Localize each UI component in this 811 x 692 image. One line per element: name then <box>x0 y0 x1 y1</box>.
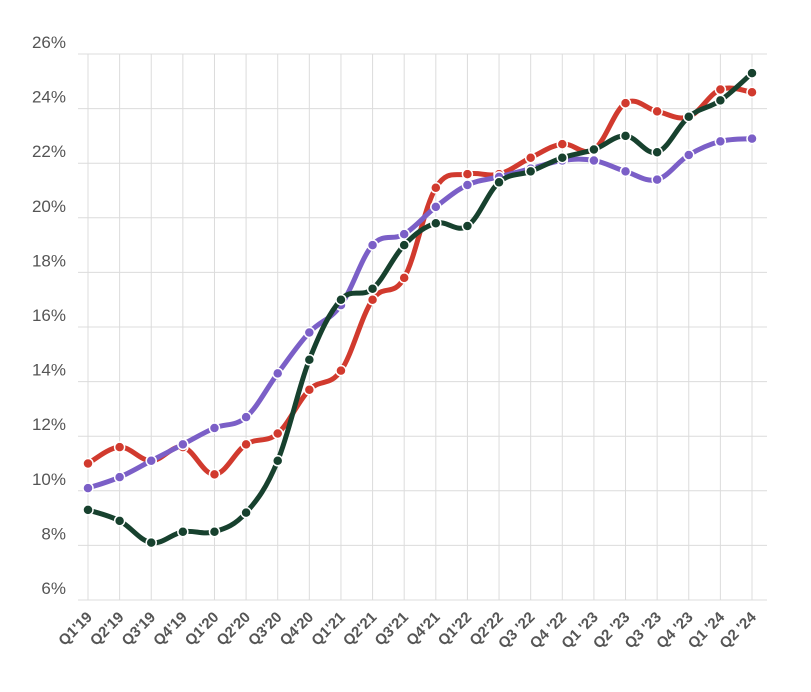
data-point <box>746 67 758 79</box>
data-point <box>303 326 316 339</box>
x-tick-label: Q1'19 <box>55 609 95 649</box>
data-point <box>588 154 600 167</box>
data-point <box>651 146 663 159</box>
x-axis: Q1'19Q2'19Q3'19Q4'19Q1'20Q2'20Q3'20Q4'20… <box>55 608 760 652</box>
series-line <box>85 70 755 546</box>
data-point <box>335 364 347 377</box>
y-axis: 6% 8% 10% 12% 14% 16% 18% 20% 22% 24% 26% <box>32 33 66 598</box>
data-point <box>493 176 505 189</box>
data-point <box>651 173 663 186</box>
y-tick-label: 22% <box>32 142 66 161</box>
grid <box>78 53 767 601</box>
data-point <box>714 94 727 107</box>
data-point <box>746 86 758 98</box>
series-1 <box>82 83 758 481</box>
data-point <box>177 438 189 451</box>
data-point <box>588 143 600 156</box>
data-point <box>398 272 410 284</box>
data-point <box>398 239 410 251</box>
data-point <box>366 239 379 251</box>
y-tick-label: 14% <box>32 361 66 380</box>
data-point <box>430 217 442 230</box>
data-point <box>303 354 316 366</box>
x-tick-label: Q2'19 <box>87 609 127 649</box>
data-point <box>746 132 758 145</box>
data-point <box>461 220 474 232</box>
x-tick-label: Q2'20 <box>213 609 253 649</box>
data-point <box>113 471 126 483</box>
data-point <box>524 151 537 164</box>
data-point <box>271 455 284 467</box>
series-3 <box>82 67 758 549</box>
data-point <box>683 149 695 161</box>
data-point <box>619 130 632 142</box>
x-tick-label: Q4'19 <box>150 609 190 649</box>
data-point <box>208 468 221 481</box>
x-tick-label: Q2'21 <box>340 609 380 649</box>
series-2 <box>82 132 758 494</box>
data-point <box>461 168 474 180</box>
series-line <box>85 85 755 477</box>
data-point <box>366 293 379 306</box>
data-point <box>461 179 474 191</box>
data-point <box>177 526 189 538</box>
data-point <box>430 182 442 194</box>
data-point <box>82 457 94 470</box>
x-tick-label: Q2 '24 <box>716 608 760 652</box>
x-tick-label: Q3'21 <box>372 609 412 649</box>
x-tick-label: Q1'22 <box>435 609 475 649</box>
data-point <box>714 135 727 148</box>
data-point <box>145 455 157 467</box>
y-tick-label: 12% <box>32 415 66 434</box>
data-point <box>82 482 94 494</box>
data-point <box>271 427 284 440</box>
data-point <box>619 165 632 178</box>
data-point <box>208 526 221 538</box>
data-point <box>714 83 727 96</box>
data-point <box>271 367 284 380</box>
data-point <box>398 228 410 240</box>
x-tick-label: Q1'21 <box>308 609 348 649</box>
data-point <box>303 384 316 396</box>
x-tick-label: Q3'20 <box>245 609 285 649</box>
x-tick-label: Q1'20 <box>182 609 222 649</box>
data-point <box>524 165 537 178</box>
data-point <box>619 97 632 109</box>
data-point <box>683 111 695 123</box>
data-point <box>82 504 94 516</box>
data-point <box>430 201 442 213</box>
y-tick-label: 24% <box>32 88 66 107</box>
data-point <box>240 506 252 519</box>
y-tick-label: 18% <box>32 251 66 270</box>
data-point <box>240 411 252 423</box>
data-point <box>113 515 126 527</box>
data-point <box>208 422 221 434</box>
y-tick-label: 8% <box>41 524 66 543</box>
data-point <box>651 105 663 118</box>
series-layer <box>82 67 758 549</box>
y-tick-label: 26% <box>32 33 66 52</box>
x-tick-label: Q4'20 <box>277 609 317 649</box>
data-point <box>556 151 569 164</box>
y-tick-label: 10% <box>32 470 66 489</box>
y-tick-label: 16% <box>32 306 66 325</box>
data-point <box>145 536 157 549</box>
data-point <box>556 138 569 150</box>
data-point <box>113 441 126 453</box>
x-tick-label: Q4'21 <box>403 609 443 649</box>
y-tick-label: 20% <box>32 197 66 216</box>
series-line <box>85 136 755 491</box>
data-point <box>335 293 347 306</box>
y-tick-label: 6% <box>41 579 66 598</box>
x-tick-label: Q3'19 <box>119 609 159 649</box>
data-point <box>240 438 252 451</box>
data-point <box>366 283 379 295</box>
